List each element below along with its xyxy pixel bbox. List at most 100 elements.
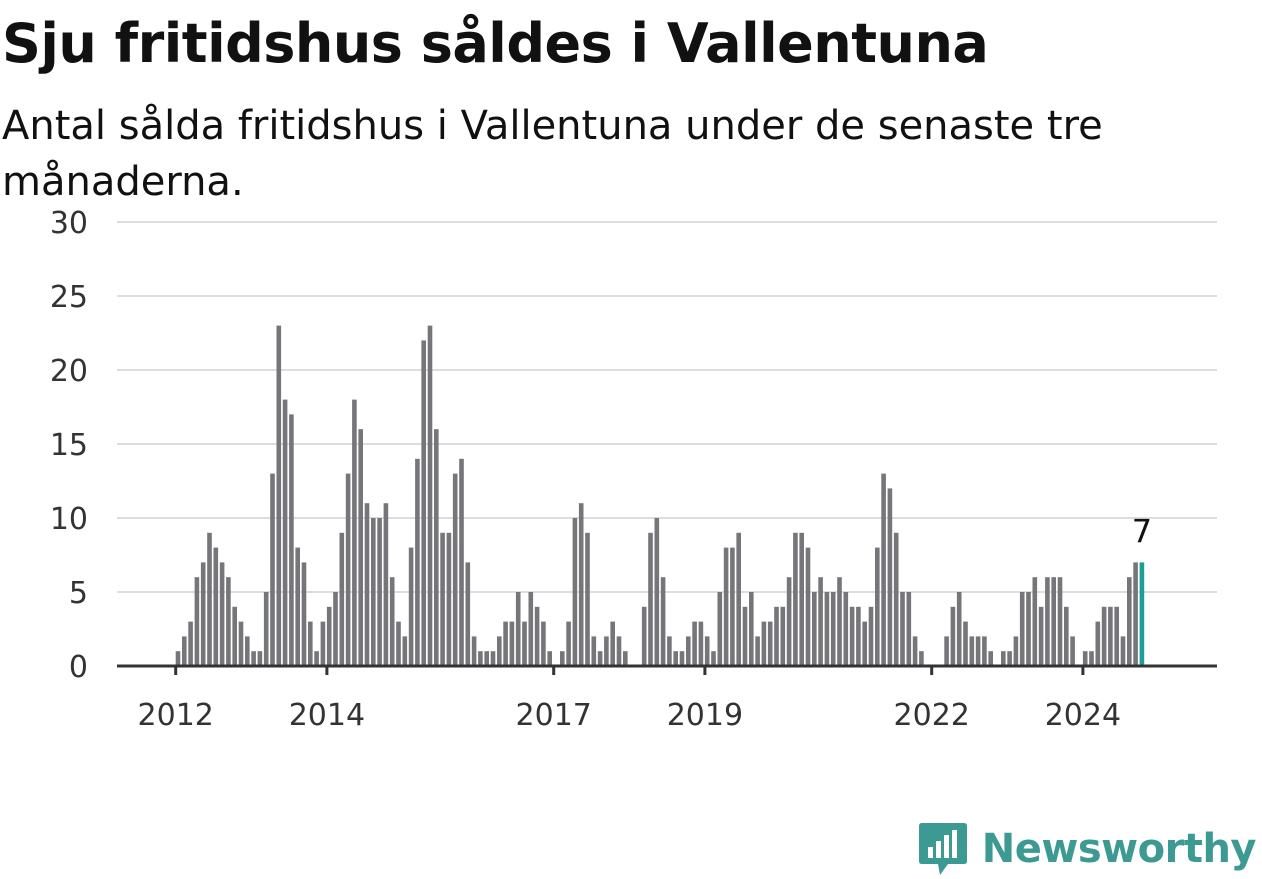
bar: [711, 651, 716, 666]
bar: [1108, 606, 1113, 666]
bar: [1064, 606, 1069, 666]
bar: [1057, 577, 1063, 666]
bar: [1051, 577, 1056, 666]
x-tick-label: 2014: [289, 698, 365, 733]
y-tick-label: 30: [50, 206, 88, 241]
bar: [194, 577, 200, 666]
bar: [698, 621, 704, 666]
bar: [849, 606, 855, 666]
bar: [1026, 592, 1031, 666]
bar: [471, 636, 477, 666]
x-tick-label: 2024: [1045, 698, 1121, 733]
bar: [434, 429, 439, 666]
bar: [660, 577, 666, 666]
bar: [427, 325, 433, 666]
y-tick-label: 15: [50, 428, 88, 463]
bar: [982, 636, 987, 666]
bar: [830, 592, 836, 666]
bar: [736, 532, 741, 666]
bar: [723, 547, 729, 666]
bar: [755, 636, 760, 666]
bar: [295, 547, 300, 666]
bar: [402, 636, 408, 666]
brand-name: Newsworthy: [981, 826, 1257, 872]
bar: [824, 592, 830, 666]
bar: [490, 651, 496, 666]
bar: [219, 562, 225, 666]
bar: [956, 592, 962, 666]
bar: [308, 621, 313, 666]
bar: [345, 473, 351, 666]
bar: [572, 518, 578, 666]
bar: [1019, 592, 1025, 666]
bar: [774, 606, 779, 666]
x-tick-label: 2012: [138, 698, 214, 733]
bar: [881, 473, 886, 666]
bar: [919, 651, 924, 666]
bar: [371, 518, 376, 666]
bar: [289, 414, 294, 666]
bar-latest: [1139, 562, 1145, 666]
bar: [1013, 636, 1019, 666]
bar: [534, 606, 540, 666]
bar: [963, 621, 968, 666]
bar: [440, 532, 445, 666]
bar: [862, 621, 867, 666]
bar: [906, 592, 912, 666]
y-tick-label: 10: [50, 502, 88, 537]
bar: [339, 532, 345, 666]
bar: [415, 458, 420, 666]
brand-logo: Newsworthy: [918, 821, 1257, 877]
bar: [245, 636, 250, 666]
bar: [528, 592, 534, 666]
bar: [893, 532, 899, 666]
bar: [383, 503, 389, 666]
bar: [270, 473, 275, 666]
y-tick-label: 5: [69, 576, 88, 611]
bar: [1095, 621, 1101, 666]
bar: [541, 621, 546, 666]
bar: [1070, 636, 1075, 666]
bar: [761, 621, 767, 666]
y-axis-ticks: 0 5 10 15 20 25 30: [50, 206, 88, 685]
bar: [1038, 606, 1044, 666]
bar: [509, 621, 515, 666]
bar: [604, 636, 609, 666]
bar: [547, 651, 552, 666]
bar: [767, 621, 773, 666]
bar: [1001, 651, 1006, 666]
bar: [515, 592, 521, 666]
bar: [213, 547, 219, 666]
bar: [578, 503, 584, 666]
bar: [585, 532, 590, 666]
bar: [478, 651, 483, 666]
bar: [232, 606, 237, 666]
bar: [207, 532, 212, 666]
bar: [276, 325, 282, 666]
bar: [641, 606, 647, 666]
bar: [314, 651, 319, 666]
bar: [944, 636, 949, 666]
bar: [1127, 577, 1132, 666]
bar: [591, 636, 597, 666]
bar: [749, 592, 754, 666]
bar: [421, 340, 426, 666]
bar: [950, 606, 956, 666]
bar: [352, 399, 357, 666]
bar: [1032, 577, 1038, 666]
chart-title: Sju fritidshus såldes i Vallentuna: [2, 12, 989, 75]
bar: [459, 458, 464, 666]
bar: [717, 592, 723, 666]
bar: [497, 636, 502, 666]
bar: [226, 577, 231, 666]
bar: [673, 651, 678, 666]
bar: [654, 518, 660, 666]
bar: [282, 399, 288, 666]
bar: [912, 636, 918, 666]
bar: [1007, 651, 1012, 666]
bar: [1089, 651, 1094, 666]
bar: [257, 651, 263, 666]
bar: [377, 518, 382, 666]
bar: [799, 532, 804, 666]
bar: [805, 547, 811, 666]
